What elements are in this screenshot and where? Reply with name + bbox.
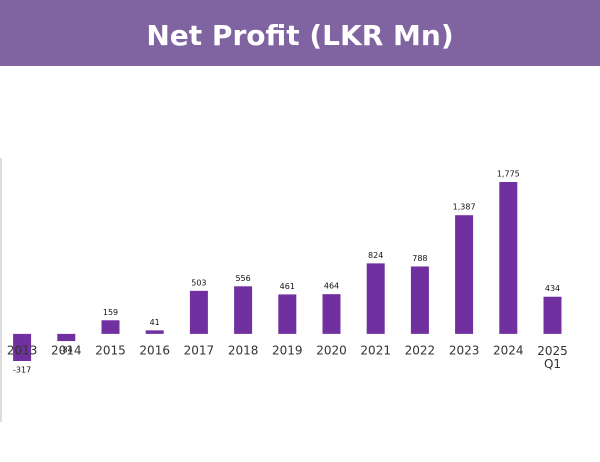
- x-tick-label: 2022: [405, 344, 436, 358]
- x-tick-label: 2014: [51, 344, 82, 358]
- bar: [101, 320, 120, 334]
- chart-title: Net Profit (LKR Mn): [146, 19, 453, 52]
- value-label: 41: [150, 318, 160, 327]
- bar: [410, 266, 429, 334]
- value-label: 1,387: [453, 203, 476, 212]
- value-label: 503: [191, 278, 206, 287]
- value-label: 1,775: [497, 170, 520, 179]
- x-tick-label: 2015: [95, 344, 126, 358]
- value-label: -317: [13, 366, 31, 375]
- x-tick-label: 2013: [7, 344, 38, 358]
- value-label: 824: [368, 251, 383, 260]
- x-tick-label: 2019: [272, 344, 303, 358]
- bar: [543, 296, 562, 334]
- x-tick-label: 2023: [449, 344, 480, 358]
- header-bar: [0, 0, 600, 66]
- bar: [322, 294, 341, 334]
- bar: [278, 294, 297, 334]
- x-tick-label: 2016: [139, 344, 170, 358]
- bar: [234, 286, 253, 334]
- x-tick-label: 2017: [184, 344, 215, 358]
- x-tick-label: 2024: [493, 344, 524, 358]
- value-label: 556: [235, 274, 250, 283]
- bar: [189, 290, 208, 334]
- bar: [13, 333, 32, 361]
- bar: [57, 333, 76, 342]
- x-tick-label: 2025 Q1: [537, 344, 568, 371]
- value-label: 788: [412, 254, 427, 263]
- value-label: 461: [280, 282, 295, 291]
- x-tick-label: 2021: [360, 344, 391, 358]
- value-label: 434: [545, 284, 560, 293]
- x-tick-label: 2020: [316, 344, 347, 358]
- value-label: 159: [103, 308, 118, 317]
- value-label: -84: [60, 346, 73, 355]
- x-tick-label: 2018: [228, 344, 259, 358]
- value-label: 464: [324, 282, 339, 291]
- bar: [499, 182, 518, 334]
- bar: [145, 330, 164, 334]
- bar: [455, 215, 474, 334]
- bar: [366, 263, 385, 334]
